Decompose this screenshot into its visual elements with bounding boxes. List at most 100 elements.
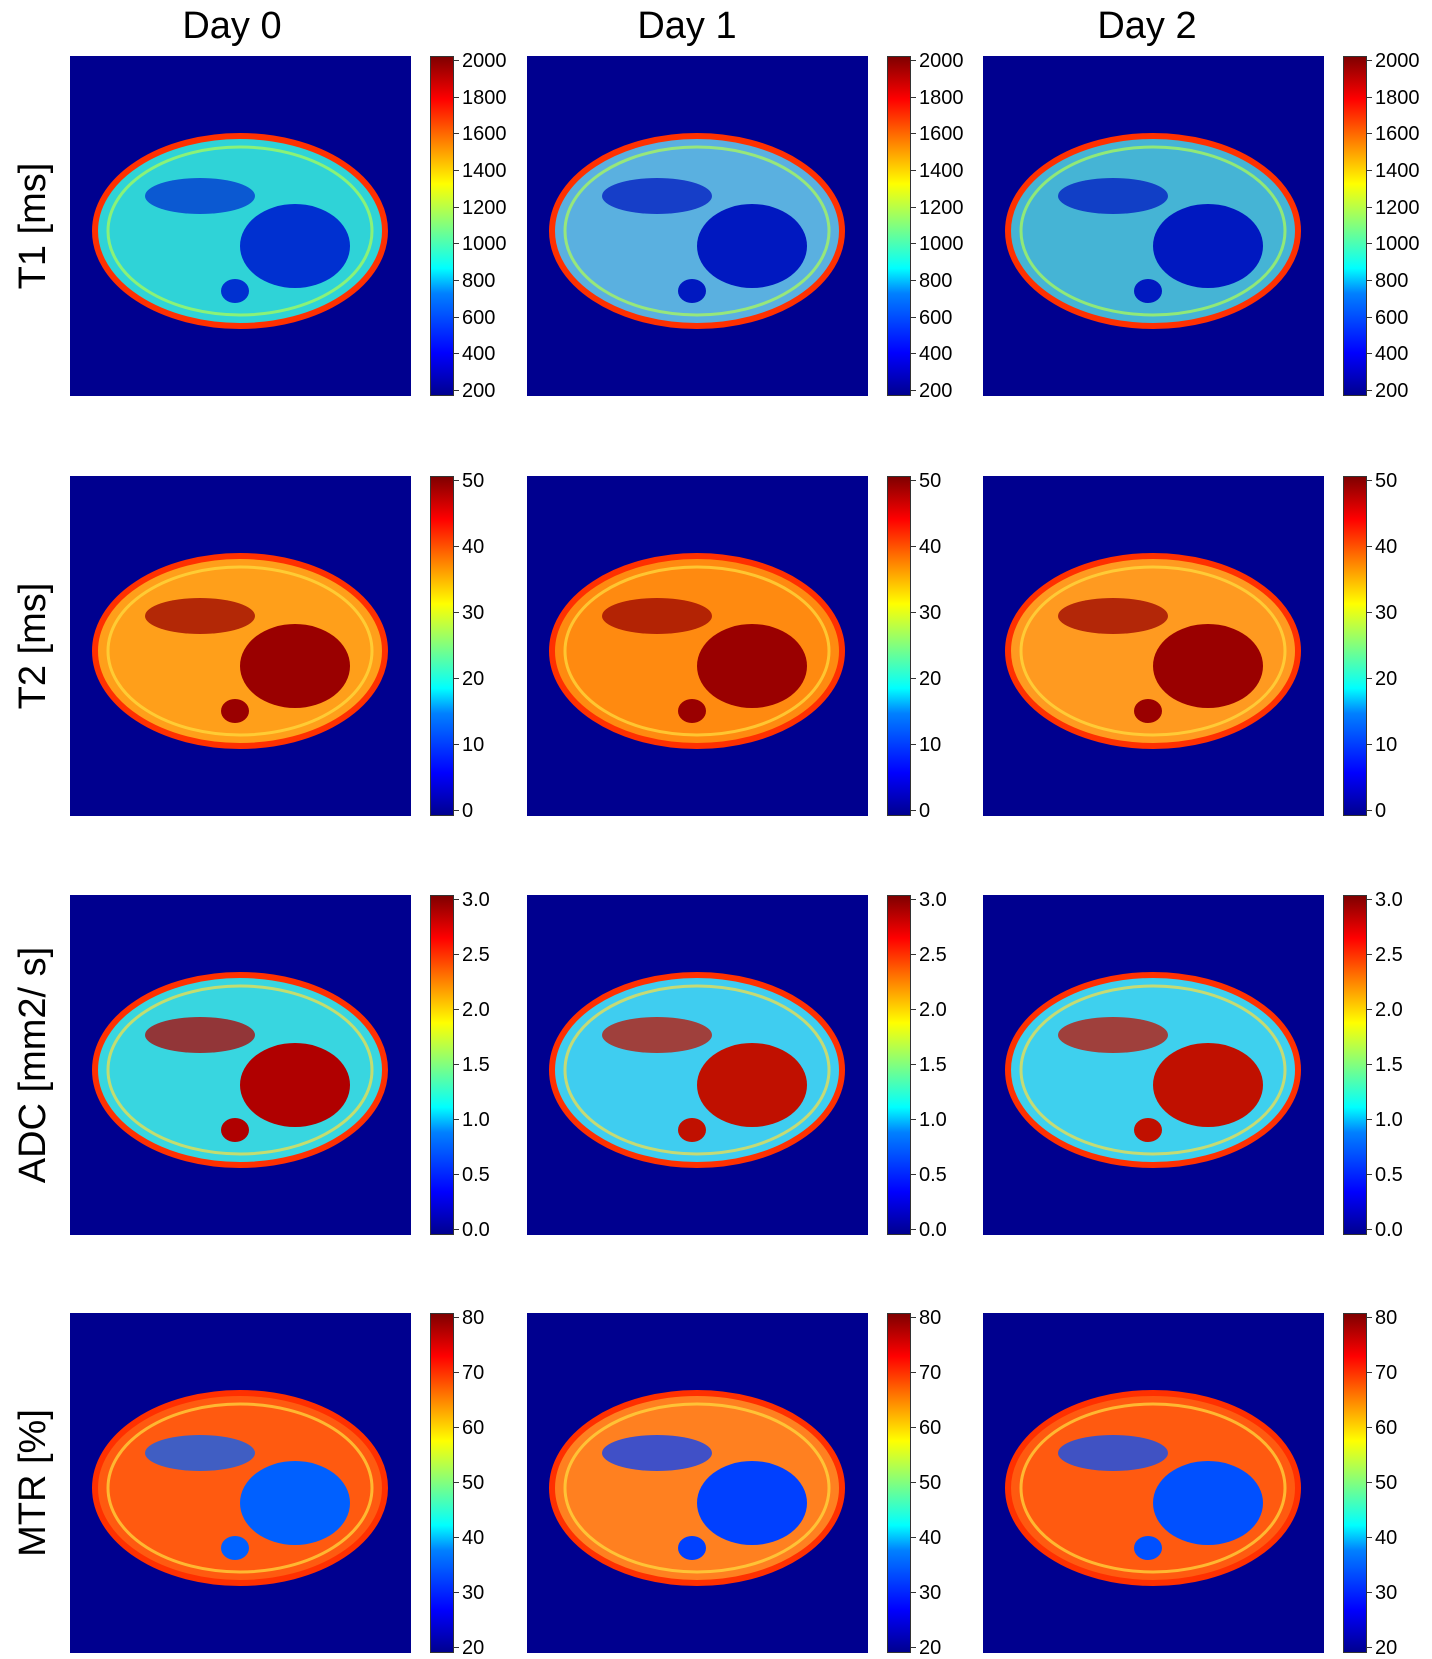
abdomen-map-image — [549, 133, 845, 329]
colorbar-tick-label: 30 — [453, 602, 485, 624]
colorbar-tick-label: 1000 — [911, 233, 964, 256]
colorbar — [430, 56, 454, 396]
organ-region — [697, 624, 807, 708]
column-title-day-2: Day 2 — [1097, 5, 1197, 47]
organ-region — [697, 1461, 807, 1545]
colorbar — [887, 1313, 911, 1653]
colorbar-tick-label: 0.5 — [911, 1164, 947, 1186]
colorbar — [887, 56, 911, 396]
colorbar-tick-label: 30 — [910, 1582, 942, 1604]
organ-region — [1058, 178, 1168, 214]
map-panel — [70, 476, 411, 816]
colorbar-tick-label: 400 — [453, 343, 496, 366]
colorbar-tick-label: 40 — [910, 1527, 942, 1549]
abdomen-map-image — [549, 1390, 845, 1586]
map-panel — [527, 56, 868, 396]
organ-region — [240, 204, 350, 288]
organ-region — [602, 1017, 712, 1053]
colorbar — [1343, 56, 1367, 396]
spine-region — [678, 699, 706, 723]
colorbar-tick-label: 50 — [1366, 1472, 1398, 1494]
colorbar-tick-label: 70 — [453, 1362, 485, 1384]
colorbar-tick-label: 10 — [453, 734, 485, 756]
colorbar-tick-label: 2.5 — [911, 944, 947, 966]
colorbar — [1343, 895, 1367, 1235]
row-label-1: T2 [ms] — [12, 582, 54, 710]
map-panel — [983, 1313, 1324, 1653]
colorbar-tick-label: 3.0 — [911, 889, 947, 911]
colorbar-tick-label: 50 — [910, 1472, 942, 1494]
organ-region — [1153, 624, 1263, 708]
colorbar-tick-label: 70 — [1366, 1362, 1398, 1384]
colorbar-tick-label: 0.0 — [1367, 1219, 1403, 1241]
colorbar-tick-label: 3.0 — [1367, 889, 1403, 911]
colorbar-tick-label: 20 — [1366, 668, 1398, 690]
abdomen-map-image — [1005, 553, 1301, 749]
colorbar-tick-label: 2000 — [911, 50, 964, 72]
abdomen-rim — [106, 145, 374, 317]
colorbar-tick-label: 40 — [453, 1527, 485, 1549]
colorbar-tick-label: 1000 — [454, 233, 507, 256]
colorbar-tick-label: 2000 — [454, 50, 507, 72]
colorbar-tick-label: 1800 — [454, 86, 507, 109]
abdomen-rim — [106, 1402, 374, 1574]
colorbar-tick-label: 1600 — [911, 123, 964, 146]
colorbar-tick-label: 50 — [453, 1472, 485, 1494]
colorbar-tick-label: 30 — [910, 602, 942, 624]
spine-region — [1134, 1536, 1162, 1560]
colorbar-tick-label: 0 — [453, 800, 474, 822]
abdomen-rim — [106, 984, 374, 1156]
colorbar-tick-label: 2.0 — [911, 999, 947, 1021]
colorbar-tick-label: 0 — [1366, 800, 1387, 822]
colorbar-tick-label: 50 — [453, 470, 485, 492]
colorbar-tick-label: 2.5 — [454, 944, 490, 966]
colorbar-tick-label: 50 — [1366, 470, 1398, 492]
organ-region — [240, 1461, 350, 1545]
colorbar-tick-label: 0.5 — [1367, 1164, 1403, 1186]
abdomen-rim — [563, 984, 831, 1156]
abdomen-map-image — [92, 133, 388, 329]
organ-region — [602, 178, 712, 214]
organ-region — [145, 178, 255, 214]
colorbar-tick-label: 1000 — [1367, 233, 1420, 256]
map-panel — [983, 895, 1324, 1235]
map-panel — [70, 895, 411, 1235]
colorbar-tick-label: 1800 — [1367, 86, 1420, 109]
abdomen-map-image — [549, 972, 845, 1168]
colorbar-tick-label: 0.0 — [911, 1219, 947, 1241]
colorbar-tick-label: 1400 — [911, 160, 964, 182]
colorbar — [1343, 476, 1367, 816]
map-panel — [70, 56, 411, 396]
spine-region — [221, 279, 249, 303]
map-panel — [983, 476, 1324, 816]
row-label-3: MTR [%] — [12, 1409, 54, 1557]
column-title-day-0: Day 0 — [182, 5, 282, 47]
colorbar — [430, 476, 454, 816]
abdomen-map-image — [549, 553, 845, 749]
abdomen-map-image — [92, 553, 388, 749]
organ-region — [1058, 1435, 1168, 1471]
colorbar-tick-label: 200 — [1366, 380, 1409, 402]
map-panel — [70, 1313, 411, 1653]
colorbar-tick-label: 10 — [1366, 734, 1398, 756]
colorbar-tick-label: 1.0 — [454, 1109, 490, 1131]
colorbar-tick-label: 80 — [910, 1307, 942, 1329]
spine-region — [221, 699, 249, 723]
colorbar — [1343, 1313, 1367, 1653]
colorbar-tick-label: 30 — [453, 1582, 485, 1604]
abdomen-map-image — [1005, 1390, 1301, 1586]
organ-region — [602, 1435, 712, 1471]
colorbar-tick-label: 400 — [910, 343, 953, 366]
organ-region — [240, 624, 350, 708]
colorbar-tick-label: 70 — [910, 1362, 942, 1384]
map-panel — [527, 1313, 868, 1653]
spine-region — [221, 1536, 249, 1560]
colorbar-tick-label: 800 — [910, 270, 953, 292]
organ-region — [697, 1043, 807, 1127]
row-label-2: ADC [mm2/ s] — [12, 946, 54, 1184]
colorbar-tick-label: 1.0 — [911, 1109, 947, 1131]
colorbar-tick-label: 80 — [1366, 1307, 1398, 1329]
colorbar-tick-label: 1.5 — [454, 1054, 490, 1076]
row-label-0: T1 [ms] — [12, 162, 54, 290]
